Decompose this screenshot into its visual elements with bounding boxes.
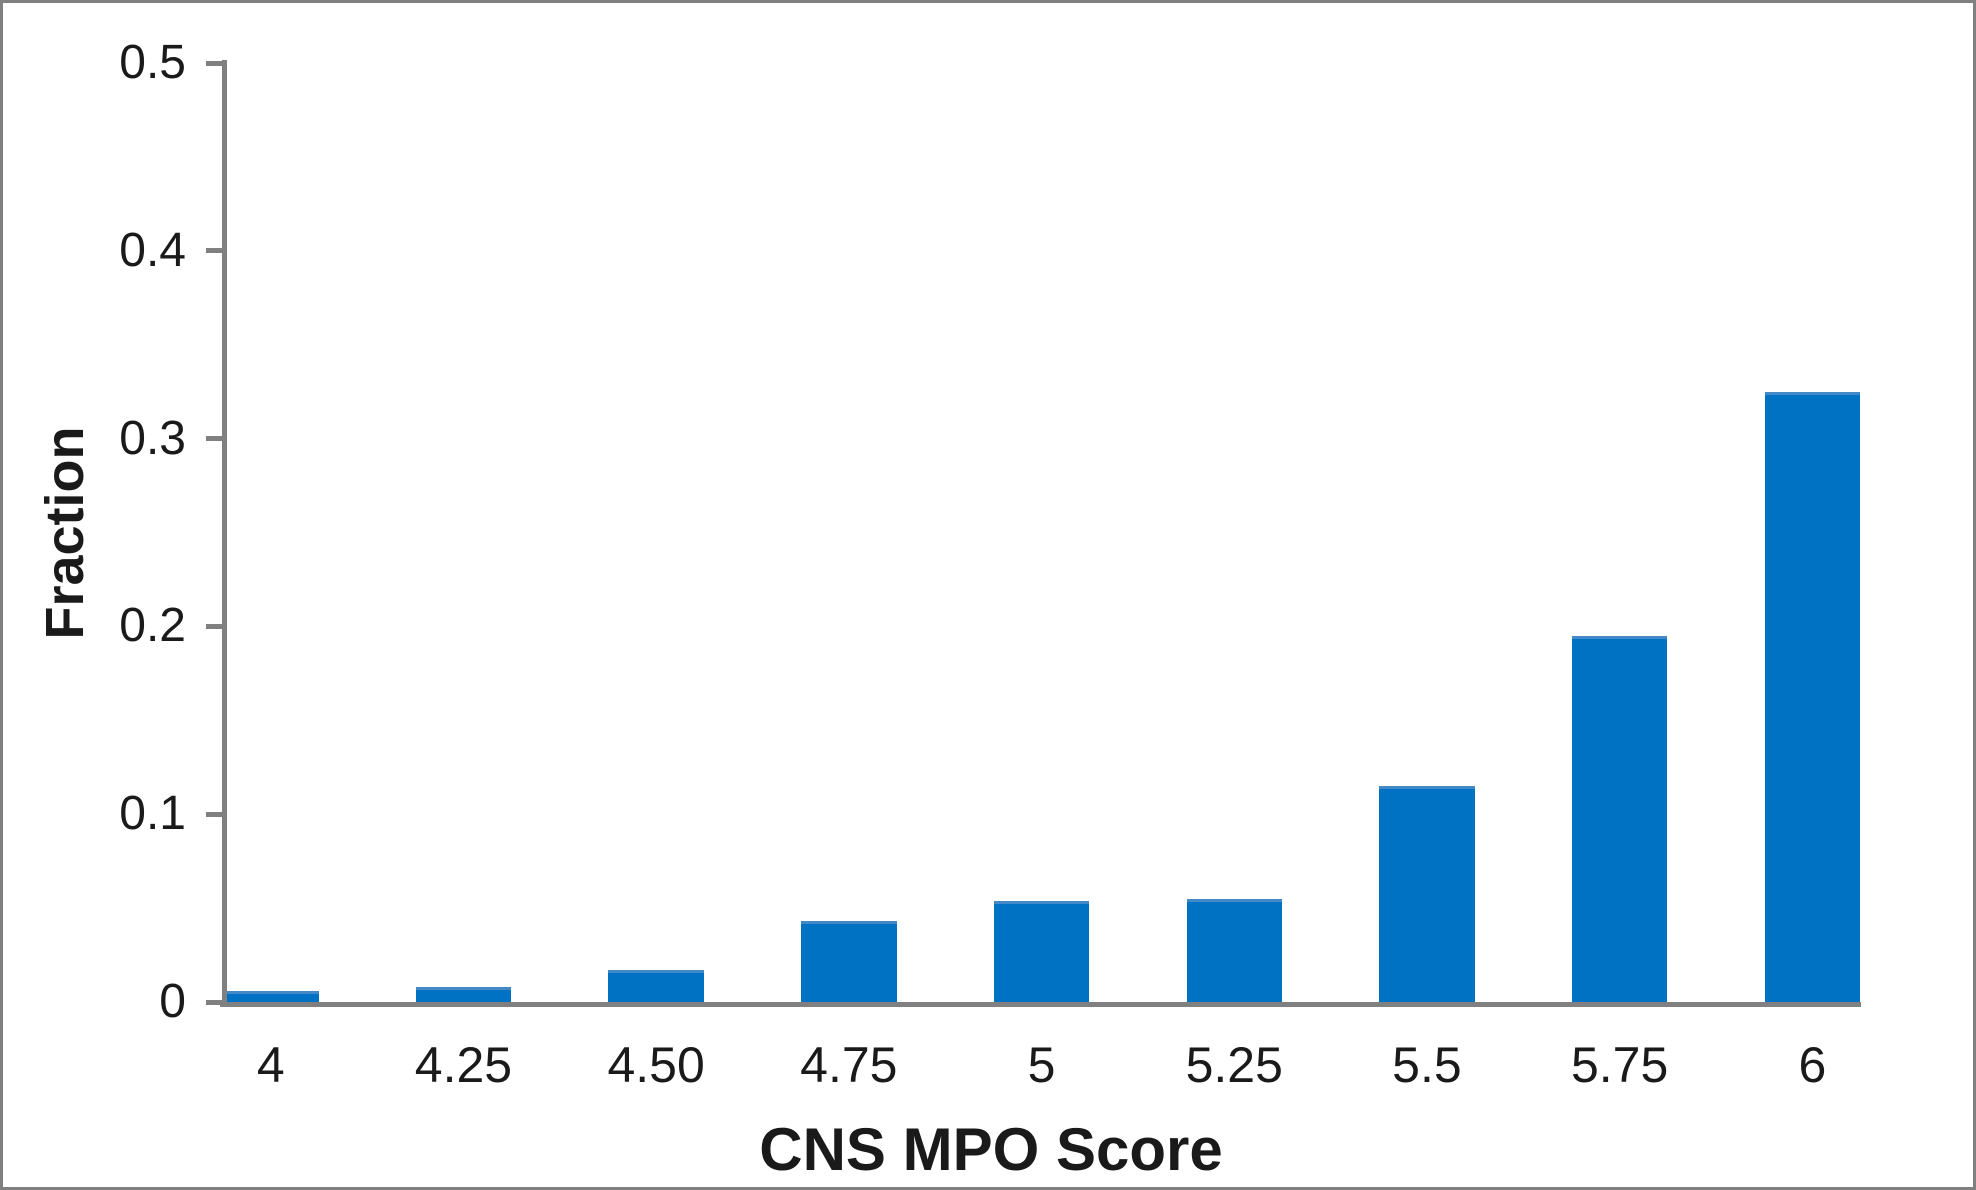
y-tick-mark: [206, 999, 222, 1005]
bar: [801, 921, 897, 1002]
y-axis-line: [222, 60, 227, 1007]
bar: [1764, 391, 1861, 1002]
y-tick-mark: [206, 811, 222, 817]
y-tick-label: 0.5: [119, 36, 186, 89]
y-tick-label: 0.1: [119, 787, 186, 841]
bar: [223, 990, 319, 1002]
x-tick-label: 5: [1027, 1037, 1056, 1093]
x-tick-label: 6: [1798, 1037, 1827, 1093]
bar: [1571, 635, 1668, 1002]
bar: [993, 900, 1090, 1002]
plot-area: [223, 63, 1868, 1002]
x-tick-label: 4.50: [607, 1037, 705, 1093]
x-tick-label: 4.25: [414, 1037, 513, 1093]
x-tick-label: 4: [256, 1037, 285, 1093]
y-tick-label: 0.4: [119, 223, 186, 277]
bar: [415, 986, 512, 1002]
y-tick-mark: [206, 623, 222, 629]
x-tick-label: 5.5: [1392, 1037, 1462, 1093]
bar: [1186, 898, 1282, 1002]
x-tick-label: 4.75: [800, 1037, 898, 1093]
x-tick-label: 5.25: [1185, 1037, 1283, 1093]
y-tick-label: 0.3: [119, 411, 186, 465]
x-axis-title: CNS MPO Score: [759, 1116, 1223, 1183]
x-tick-label: 5.75: [1570, 1037, 1669, 1093]
y-tick-mark: [206, 248, 222, 254]
x-axis-line: [220, 1002, 1861, 1007]
bar: [1379, 786, 1475, 1002]
y-tick-label: 0.2: [119, 599, 186, 653]
y-tick-mark: [206, 436, 222, 442]
y-tick-label: 0: [159, 975, 186, 1028]
y-tick-mark: [206, 60, 222, 66]
bar: [608, 970, 704, 1002]
